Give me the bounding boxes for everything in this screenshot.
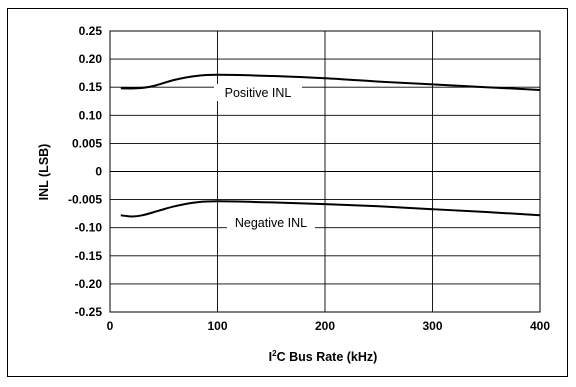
y-tick-label: -0.25 (75, 305, 103, 319)
y-tick-label: 0 (95, 165, 102, 179)
x-tick-label: 100 (207, 319, 227, 333)
series-label-background (227, 214, 315, 231)
y-tick-label: 0.25 (79, 24, 103, 38)
x-tick-labels: 0 100 200 300 400 (107, 319, 551, 333)
series-labels: Positive INL Negative INL (214, 84, 315, 231)
plot-area (109, 30, 541, 313)
series-label-background (214, 84, 302, 101)
y-axis-title: INL (LSB) (37, 144, 51, 201)
series-label-positive-inl: Positive INL (225, 86, 292, 100)
y-tick-label: 0.10 (79, 108, 103, 122)
x-tick-label: 300 (422, 319, 442, 333)
x-axis-title: I2C Bus Rate (kHz) (269, 349, 378, 364)
series-line-positive-inl (120, 73, 541, 91)
y-tick-label: -0.15 (75, 249, 103, 263)
y-tick-label: 0.20 (79, 52, 103, 66)
series-layer (120, 73, 541, 218)
y-tick-label: -0.005 (68, 193, 102, 207)
y-tick-labels: 0.25 0.20 0.15 0.10 0.005 0 -0.005 -0.10 -0.15 -0… (68, 24, 102, 319)
series-line-negative-inl (120, 200, 541, 218)
x-tick-label: 400 (530, 319, 550, 333)
grid-lines (109, 30, 541, 313)
series-label-negative-inl: Negative INL (235, 216, 307, 230)
y-tick-label: 0.15 (79, 80, 103, 94)
chart-frame (7, 8, 568, 377)
x-tick-label: 0 (107, 319, 114, 333)
y-tick-label: -0.20 (75, 277, 103, 291)
x-tick-label: 200 (315, 319, 335, 333)
y-tick-label: -0.10 (75, 221, 103, 235)
y-tick-label: 0.005 (72, 136, 102, 150)
